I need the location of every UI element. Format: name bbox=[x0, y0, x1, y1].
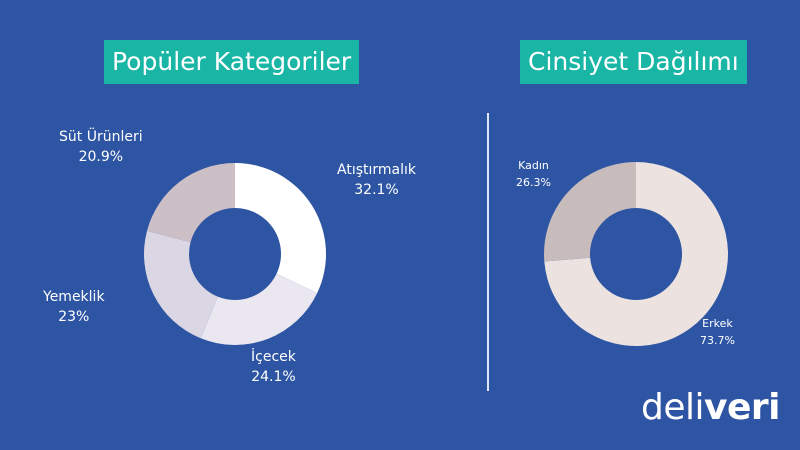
label-erkek: Erkek 73.7% bbox=[700, 317, 735, 347]
label-icecek: İçecek 24.1% bbox=[251, 349, 296, 385]
label-kadin: Kadın 26.3% bbox=[516, 159, 551, 189]
divider bbox=[487, 113, 489, 391]
slice-gender-1 bbox=[544, 162, 636, 262]
label-sut-urunleri: Süt Ürünleri 20.9% bbox=[59, 129, 143, 165]
chart-title-gender: Cinsiyet Dağılımı bbox=[520, 40, 747, 84]
deliveri-logo: deliveri bbox=[641, 387, 780, 428]
slice-categories-3 bbox=[147, 163, 235, 243]
slice-gender-0 bbox=[544, 162, 729, 347]
slice-categories-2 bbox=[144, 230, 218, 339]
slice-categories-0 bbox=[235, 163, 326, 294]
label-atistirmalik: Atıştırmalık 32.1% bbox=[337, 162, 416, 198]
slice-categories-1 bbox=[200, 273, 318, 345]
chart-title-categories: Popüler Kategoriler bbox=[104, 40, 360, 84]
label-yemeklik: Yemeklik 23% bbox=[43, 289, 105, 325]
